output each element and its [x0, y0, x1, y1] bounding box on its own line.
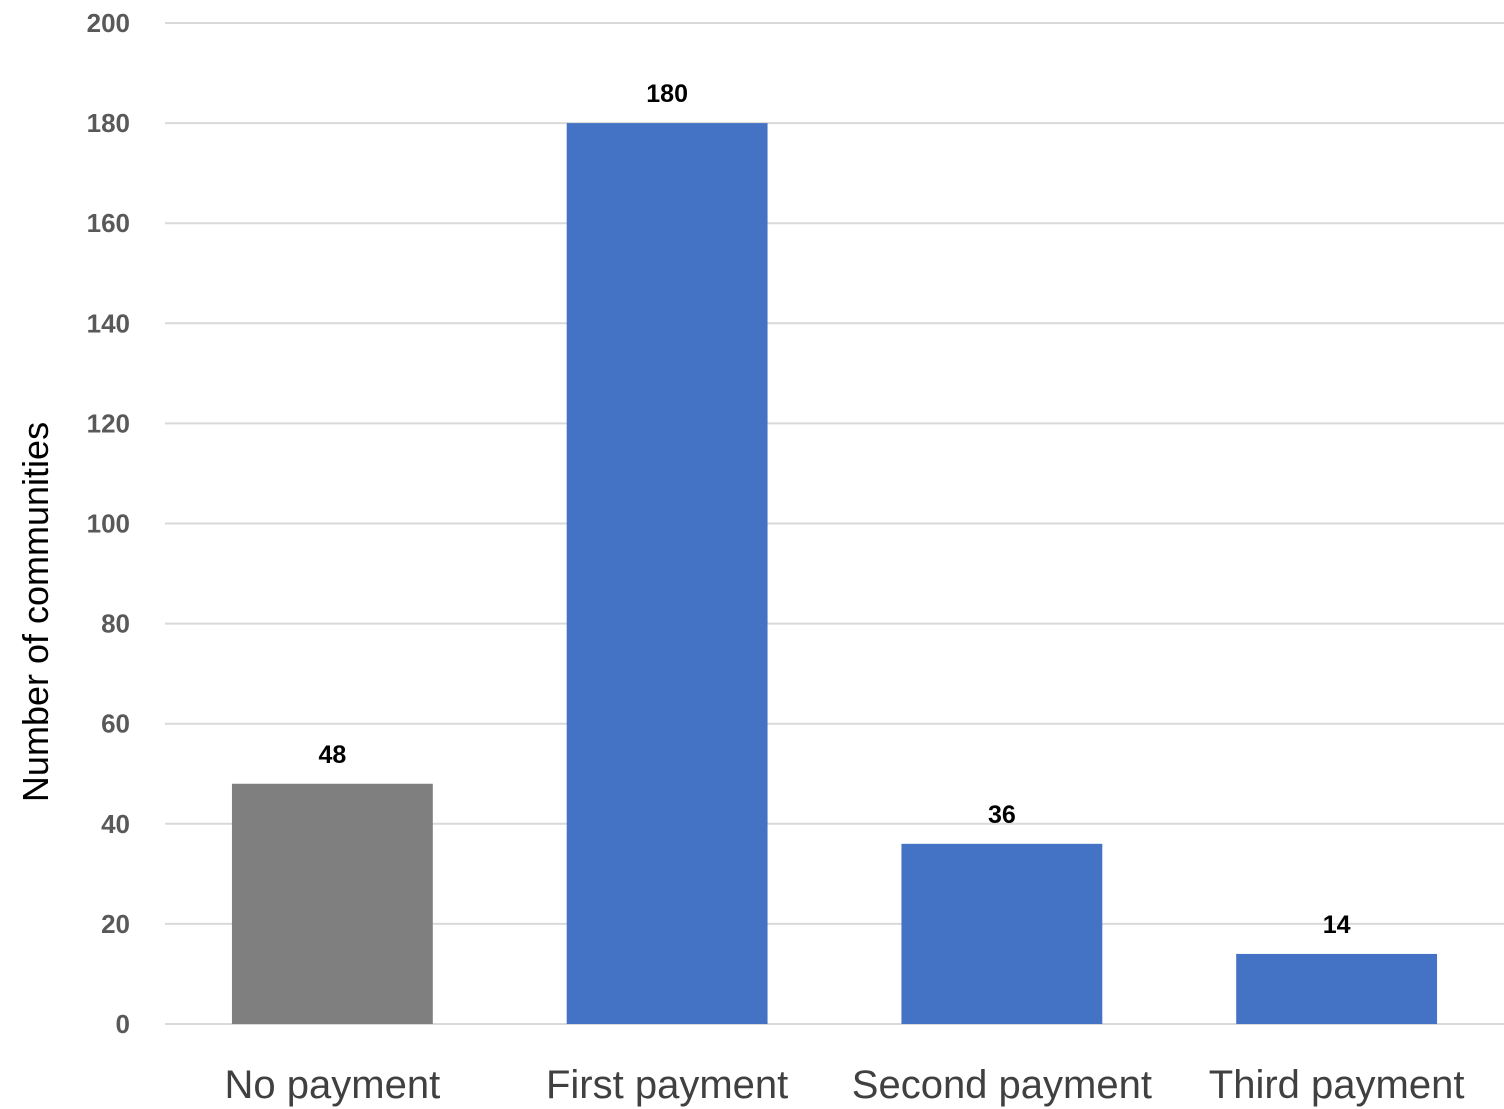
y-tick-label: 100 — [87, 509, 130, 539]
y-tick-label: 120 — [87, 408, 130, 438]
y-tick-label: 0 — [116, 1009, 130, 1039]
y-tick-label: 40 — [101, 809, 130, 839]
y-axis-ticks: 0 20 40 60 80 100 120 140 160 180 200 — [87, 8, 130, 1039]
bar-third-payment — [1236, 953, 1438, 1024]
bar-second-payment — [901, 843, 1103, 1024]
y-axis-title: Number of communities — [15, 422, 56, 802]
bars — [231, 123, 1438, 1025]
data-label: 180 — [646, 80, 688, 108]
data-labels: 48 180 36 14 — [318, 80, 1350, 939]
y-tick-label: 200 — [87, 8, 130, 38]
y-tick-label: 20 — [101, 909, 130, 939]
y-tick-label: 80 — [101, 609, 130, 639]
y-tick-label: 180 — [87, 108, 130, 138]
bar-first-payment — [566, 123, 768, 1025]
x-tick-label: Third payment — [1209, 1063, 1465, 1107]
bar-no-payment — [231, 783, 433, 1024]
y-tick-label: 160 — [87, 208, 130, 238]
x-tick-label: First payment — [546, 1063, 788, 1107]
data-label: 36 — [988, 801, 1016, 829]
y-tick-label: 60 — [101, 709, 130, 739]
x-axis-ticks: No payment First payment Second payment Thi… — [225, 1063, 1465, 1107]
x-tick-label: Second payment — [852, 1063, 1152, 1107]
y-tick-label: 140 — [87, 308, 130, 338]
data-label: 48 — [318, 741, 346, 769]
data-label: 14 — [1323, 911, 1351, 939]
x-tick-label: No payment — [225, 1063, 441, 1107]
